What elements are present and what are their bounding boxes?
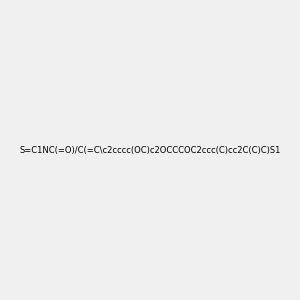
Text: S=C1NC(=O)/C(=C\c2cccc(OC)c2OCCCOC2ccc(C)cc2C(C)C)S1: S=C1NC(=O)/C(=C\c2cccc(OC)c2OCCCOC2ccc(C… [19, 146, 281, 154]
